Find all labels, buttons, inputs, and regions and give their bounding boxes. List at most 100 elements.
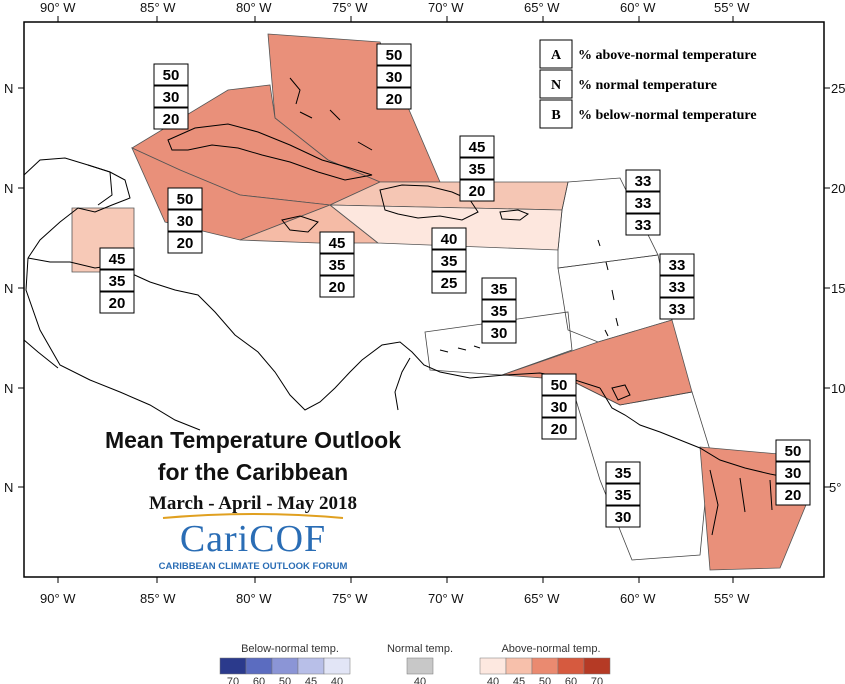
probability-value: 50 <box>386 47 403 64</box>
probability-value: 40 <box>441 231 458 248</box>
map-period: March - April - May 2018 <box>148 493 358 514</box>
probability-value: 35 <box>491 303 508 320</box>
below-normal-caption: Below-normal temp. <box>241 643 339 655</box>
region-abc <box>424 311 573 376</box>
above-normal-tick: 40 <box>487 676 499 684</box>
probability-value: 33 <box>635 217 652 234</box>
color-scale-swatches: 70 60 50 45 40 40 40 45 50 60 70 <box>219 657 611 684</box>
bottom-lon-label: 60° W <box>620 591 656 606</box>
probability-cell <box>659 275 695 298</box>
below-normal-swatch <box>271 657 299 675</box>
key-desc-below: % below-normal temperature <box>578 108 757 123</box>
probability-cell <box>775 483 811 506</box>
below-normal-swatch <box>323 657 351 675</box>
probability-value: 33 <box>669 301 686 318</box>
forecast-regions <box>71 33 809 571</box>
above-normal-swatch <box>479 657 507 675</box>
above-normal-tick: 60 <box>565 676 577 684</box>
probability-cell <box>376 87 412 110</box>
right-lat-label: 10 <box>831 381 845 396</box>
above-normal-swatch <box>583 657 611 675</box>
left-lat-label: N <box>4 480 13 495</box>
probability-value: 30 <box>491 325 508 342</box>
top-lon-label: 75° W <box>332 0 368 15</box>
key-letter-a: A <box>551 48 562 63</box>
probability-value: 35 <box>491 281 508 298</box>
right-lat-label: 15 <box>831 281 845 296</box>
probability-value: 33 <box>669 279 686 296</box>
probability-value: 50 <box>163 67 180 84</box>
probability-cell <box>625 191 661 214</box>
top-lon-label: 90° W <box>40 0 76 15</box>
probability-cell <box>625 169 661 192</box>
probability-cell <box>541 373 577 396</box>
probability-cell <box>459 179 495 202</box>
bottom-lon-label: 75° W <box>332 591 368 606</box>
above-normal-tick: 45 <box>513 676 525 684</box>
probability-cell <box>481 299 517 322</box>
probability-value: 33 <box>669 257 686 274</box>
top-lon-label: 85° W <box>140 0 176 15</box>
top-lon-label: 65° W <box>524 0 560 15</box>
probability-cell <box>659 297 695 320</box>
bottom-lon-labels: 90° W 85° W 80° W 75° W 70° W 65° W 60° … <box>40 591 750 606</box>
logo-swoosh-icon <box>162 513 344 519</box>
probability-value: 35 <box>329 257 346 274</box>
probability-value: 45 <box>469 139 486 156</box>
probability-cell <box>605 461 641 484</box>
probability-cell <box>481 277 517 300</box>
top-lon-label: 55° W <box>714 0 750 15</box>
probability-value: 20 <box>177 235 194 252</box>
probability-value: 45 <box>109 251 126 268</box>
probability-value: 30 <box>785 465 802 482</box>
probability-cell <box>153 85 189 108</box>
probability-value: 30 <box>551 399 568 416</box>
right-lat-label: 20 <box>831 181 845 196</box>
probability-cell <box>153 107 189 130</box>
right-lat-label: 25 <box>831 81 845 96</box>
probability-value: 20 <box>551 421 568 438</box>
right-lat-labels: 25 20 15 10 5° <box>829 81 845 495</box>
map-title-line1: Mean Temperature Outlook <box>104 427 402 453</box>
bottom-lon-label: 90° W <box>40 591 76 606</box>
probability-value: 30 <box>163 89 180 106</box>
probability-value: 35 <box>441 253 458 270</box>
probability-cell <box>153 63 189 86</box>
probability-value: 35 <box>469 161 486 178</box>
above-normal-caption: Above-normal temp. <box>501 643 600 655</box>
probability-value: 20 <box>329 279 346 296</box>
bottom-lon-label: 85° W <box>140 591 176 606</box>
normal-tick: 40 <box>414 676 426 684</box>
logo-wordmark: CariCOF <box>179 518 327 560</box>
key-desc-normal: % normal temperature <box>578 78 717 93</box>
probability-cell <box>99 269 135 292</box>
below-normal-tick: 70 <box>227 676 239 684</box>
normal-swatch <box>406 657 434 675</box>
above-normal-tick: 70 <box>591 676 603 684</box>
probability-value: 20 <box>469 183 486 200</box>
probability-key: A N B % above-normal temperature % norma… <box>539 39 757 129</box>
probability-value: 50 <box>177 191 194 208</box>
above-normal-swatch <box>557 657 585 675</box>
probability-cell <box>605 505 641 528</box>
probability-cell <box>319 231 355 254</box>
forecast-probability-boxes: 50 30 20 50 30 20 50 30 20 45 35 20 45 35 20 45 35 20 40 35… <box>99 43 811 528</box>
probability-cell <box>431 271 467 294</box>
logo-subtitle: CARIBBEAN CLIMATE OUTLOOK FORUM <box>158 561 348 572</box>
probability-cell <box>481 321 517 344</box>
probability-cell <box>775 439 811 462</box>
probability-value: 35 <box>615 465 632 482</box>
probability-value: 35 <box>109 273 126 290</box>
probability-cell <box>99 291 135 314</box>
probability-value: 35 <box>615 487 632 504</box>
color-scale-legend: Below-normal temp. Normal temp. Above-no… <box>219 643 611 684</box>
left-lat-label: N <box>4 181 13 196</box>
probability-cell <box>459 157 495 180</box>
below-normal-tick: 40 <box>331 676 343 684</box>
probability-cell <box>605 483 641 506</box>
map-title-line2: for the Caribbean <box>157 459 349 485</box>
probability-cell <box>319 253 355 276</box>
probability-value: 30 <box>615 509 632 526</box>
probability-value: 20 <box>109 295 126 312</box>
above-normal-swatch <box>505 657 533 675</box>
